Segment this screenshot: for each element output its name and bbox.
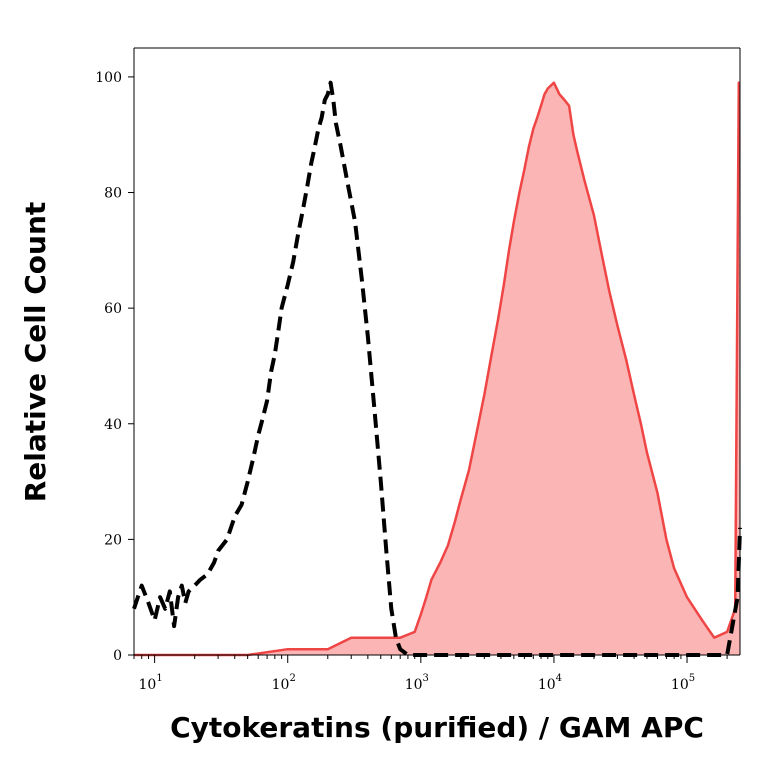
series-1-area — [134, 82, 740, 655]
y-tick-label: 40 — [104, 417, 122, 433]
series-0-line — [132, 80, 742, 657]
x-tick-label: 105 — [671, 673, 695, 693]
y-tick-label: 60 — [104, 301, 122, 317]
x-tick-label: 104 — [538, 673, 562, 693]
y-tick-label: 0 — [113, 648, 122, 664]
x-tick-label: 103 — [405, 673, 429, 693]
y-tick-label: 100 — [95, 70, 122, 86]
x-tick-label: 101 — [139, 673, 163, 693]
ticks: 0 20 40 60 80 100 101 102 103 104 105 — [95, 70, 728, 693]
series-1-line — [134, 81, 741, 657]
x-axis-title: Cytokeratins (purified) / GAM APC — [170, 711, 704, 744]
x-tick-label: 102 — [272, 673, 296, 693]
plot-area — [132, 80, 742, 657]
y-tick-label: 80 — [104, 186, 122, 202]
y-tick-label: 20 — [104, 532, 122, 548]
y-axis-title: Relative Cell Count — [19, 202, 52, 503]
